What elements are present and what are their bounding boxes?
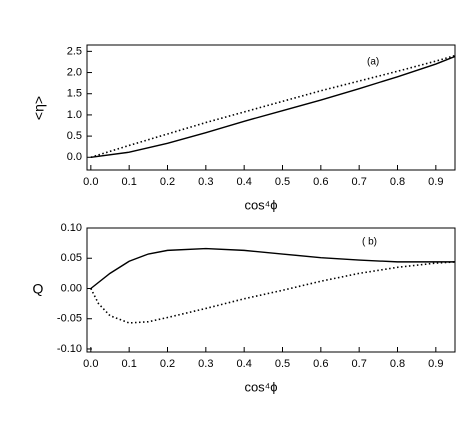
annotation: (a) [367,57,379,68]
annotation: ( b) [362,237,377,248]
x-tick-label: 0.9 [428,176,443,188]
x-tick-label: 0.7 [352,358,367,370]
x-tick-label: 0.4 [237,358,252,370]
plot-frame [86,44,456,171]
x-tick-label: 0.5 [275,358,290,370]
y-tick-label: 1.0 [67,109,82,121]
x-tick-label: 0.6 [313,176,328,188]
y-tick-label: 0.5 [67,130,82,142]
x-tick-label: 0.4 [237,176,252,188]
x-tick-label: 0.6 [313,358,328,370]
x-tick-label: 0.9 [428,358,443,370]
y-tick-label: 2.0 [67,66,82,78]
x-tick-label: 0.7 [352,176,367,188]
data-line [90,247,455,290]
data-line [90,54,456,159]
y-tick-label: 1.5 [67,88,82,100]
x-tick-label: 0.8 [390,176,405,188]
data-line [90,55,456,158]
y-tick-label: 0.00 [61,282,82,294]
x-tick-label: 0.5 [275,176,290,188]
plot-frame [86,227,456,353]
y-tick-label: 0.05 [61,252,82,264]
x-tick-label: 0.3 [198,176,213,188]
y-tick-label: 0.10 [61,222,82,234]
x-tick-label: 0.2 [160,176,175,188]
y-tick-label: 2.5 [67,45,82,57]
x-tick-label: 0.8 [390,358,405,370]
x-tick-label: 0.3 [198,358,213,370]
x-tick-label: 0.0 [83,176,98,188]
x-tick-label: 0.1 [122,176,137,188]
y-axis-label: <η> [31,96,47,120]
x-tick-label: 0.0 [83,358,98,370]
y-tick-label: -0.10 [57,343,82,355]
x-tick-label: 0.1 [122,358,137,370]
x-axis-label: cos⁴ϕ [244,197,277,212]
x-axis-label: cos⁴ϕ [244,379,277,394]
y-tick-label: -0.05 [57,313,82,325]
x-tick-label: 0.2 [160,358,175,370]
data-line [90,261,456,324]
y-tick-label: 0.0 [67,151,82,163]
y-axis-label: Q [33,281,44,297]
